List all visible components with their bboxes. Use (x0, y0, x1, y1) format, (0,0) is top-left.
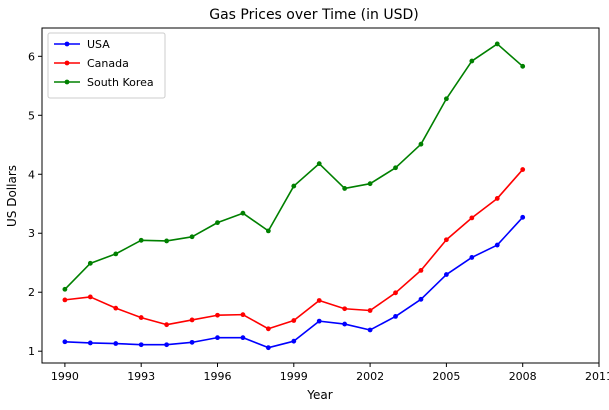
y-tick-label: 6 (28, 50, 35, 63)
data-point-south-korea (265, 228, 271, 234)
data-point-south-korea (240, 210, 246, 216)
data-point-canada (87, 294, 93, 300)
x-tick-label: 2005 (432, 370, 460, 383)
series-usa (62, 214, 526, 351)
data-point-usa (494, 242, 500, 248)
data-point-usa (265, 345, 271, 351)
data-point-canada (393, 290, 398, 296)
chart-title: Gas Prices over Time (in USD) (209, 7, 419, 23)
data-point-usa (291, 338, 297, 344)
legend-label: South Korea (87, 76, 154, 89)
data-point-usa (443, 272, 449, 277)
legend-label: USA (87, 38, 110, 51)
x-tick-label: 2002 (356, 370, 384, 383)
legend-marker (64, 41, 70, 47)
series-layer (62, 41, 526, 351)
x-tick-label: 1993 (127, 370, 155, 383)
data-point-usa (316, 318, 322, 324)
x-tick-label: 1999 (280, 370, 308, 383)
y-tick-label: 5 (28, 109, 35, 122)
legend-label: Canada (87, 57, 129, 70)
data-point-usa (240, 335, 246, 341)
data-point-south-korea (138, 237, 144, 243)
x-tick-label: 1996 (203, 370, 231, 383)
data-point-south-korea (367, 181, 373, 187)
data-point-usa (367, 327, 373, 333)
data-point-canada (494, 196, 500, 201)
x-tick-label: 1990 (51, 370, 79, 383)
data-point-south-korea (316, 161, 322, 167)
data-point-canada (443, 237, 449, 243)
series-canada (62, 167, 526, 332)
data-point-usa (215, 335, 220, 341)
data-point-south-korea (520, 63, 526, 69)
data-point-canada (367, 308, 373, 313)
legend-marker (64, 79, 70, 85)
data-point-canada (164, 322, 170, 328)
legend-item: USA (54, 38, 110, 51)
data-point-canada (215, 312, 220, 318)
legend: USA Canada South Korea (47, 32, 166, 99)
data-point-usa (138, 342, 144, 348)
data-point-canada (265, 326, 271, 332)
y-tick-label: 4 (28, 168, 35, 181)
data-point-canada (469, 215, 475, 221)
data-point-canada (240, 312, 246, 318)
data-point-south-korea (164, 238, 170, 244)
data-point-canada (62, 297, 68, 303)
y-tick-label: 2 (28, 286, 35, 299)
data-point-usa (393, 314, 398, 319)
data-point-canada (138, 315, 144, 320)
series-south-korea (62, 41, 526, 292)
data-point-usa (164, 342, 170, 348)
legend-item: South Korea (54, 76, 154, 89)
data-point-usa (520, 214, 526, 220)
data-point-canada (113, 305, 119, 311)
data-point-usa (469, 255, 475, 260)
data-point-canada (342, 306, 348, 312)
data-point-south-korea (215, 220, 220, 226)
data-point-south-korea (443, 96, 449, 102)
data-point-canada (316, 298, 322, 303)
legend-item: Canada (54, 57, 129, 70)
data-point-south-korea (418, 141, 424, 147)
data-point-south-korea (469, 58, 475, 64)
x-axis-label: Year (306, 388, 332, 402)
data-point-usa (189, 339, 195, 345)
legend-marker (64, 60, 70, 66)
y-tick-label: 3 (28, 227, 35, 240)
data-point-usa (113, 341, 119, 346)
data-point-south-korea (87, 260, 93, 266)
y-axis: 1 2 3 4 5 6 (28, 50, 42, 358)
y-tick-label: 1 (28, 345, 35, 358)
data-point-south-korea (113, 251, 119, 257)
data-point-usa (62, 339, 68, 345)
data-point-usa (418, 296, 424, 302)
x-tick-label: 2008 (509, 370, 537, 383)
y-axis-label: US Dollars (5, 165, 19, 227)
data-point-canada (291, 318, 297, 323)
data-point-south-korea (291, 183, 297, 189)
data-point-south-korea (393, 165, 398, 171)
data-point-south-korea (342, 186, 348, 191)
data-point-usa (87, 340, 93, 346)
data-point-usa (342, 321, 348, 327)
data-point-canada (520, 167, 526, 172)
data-point-canada (418, 268, 424, 273)
data-point-south-korea (189, 234, 195, 240)
data-point-south-korea (62, 286, 68, 292)
data-point-canada (189, 317, 195, 323)
data-point-south-korea (494, 41, 500, 47)
